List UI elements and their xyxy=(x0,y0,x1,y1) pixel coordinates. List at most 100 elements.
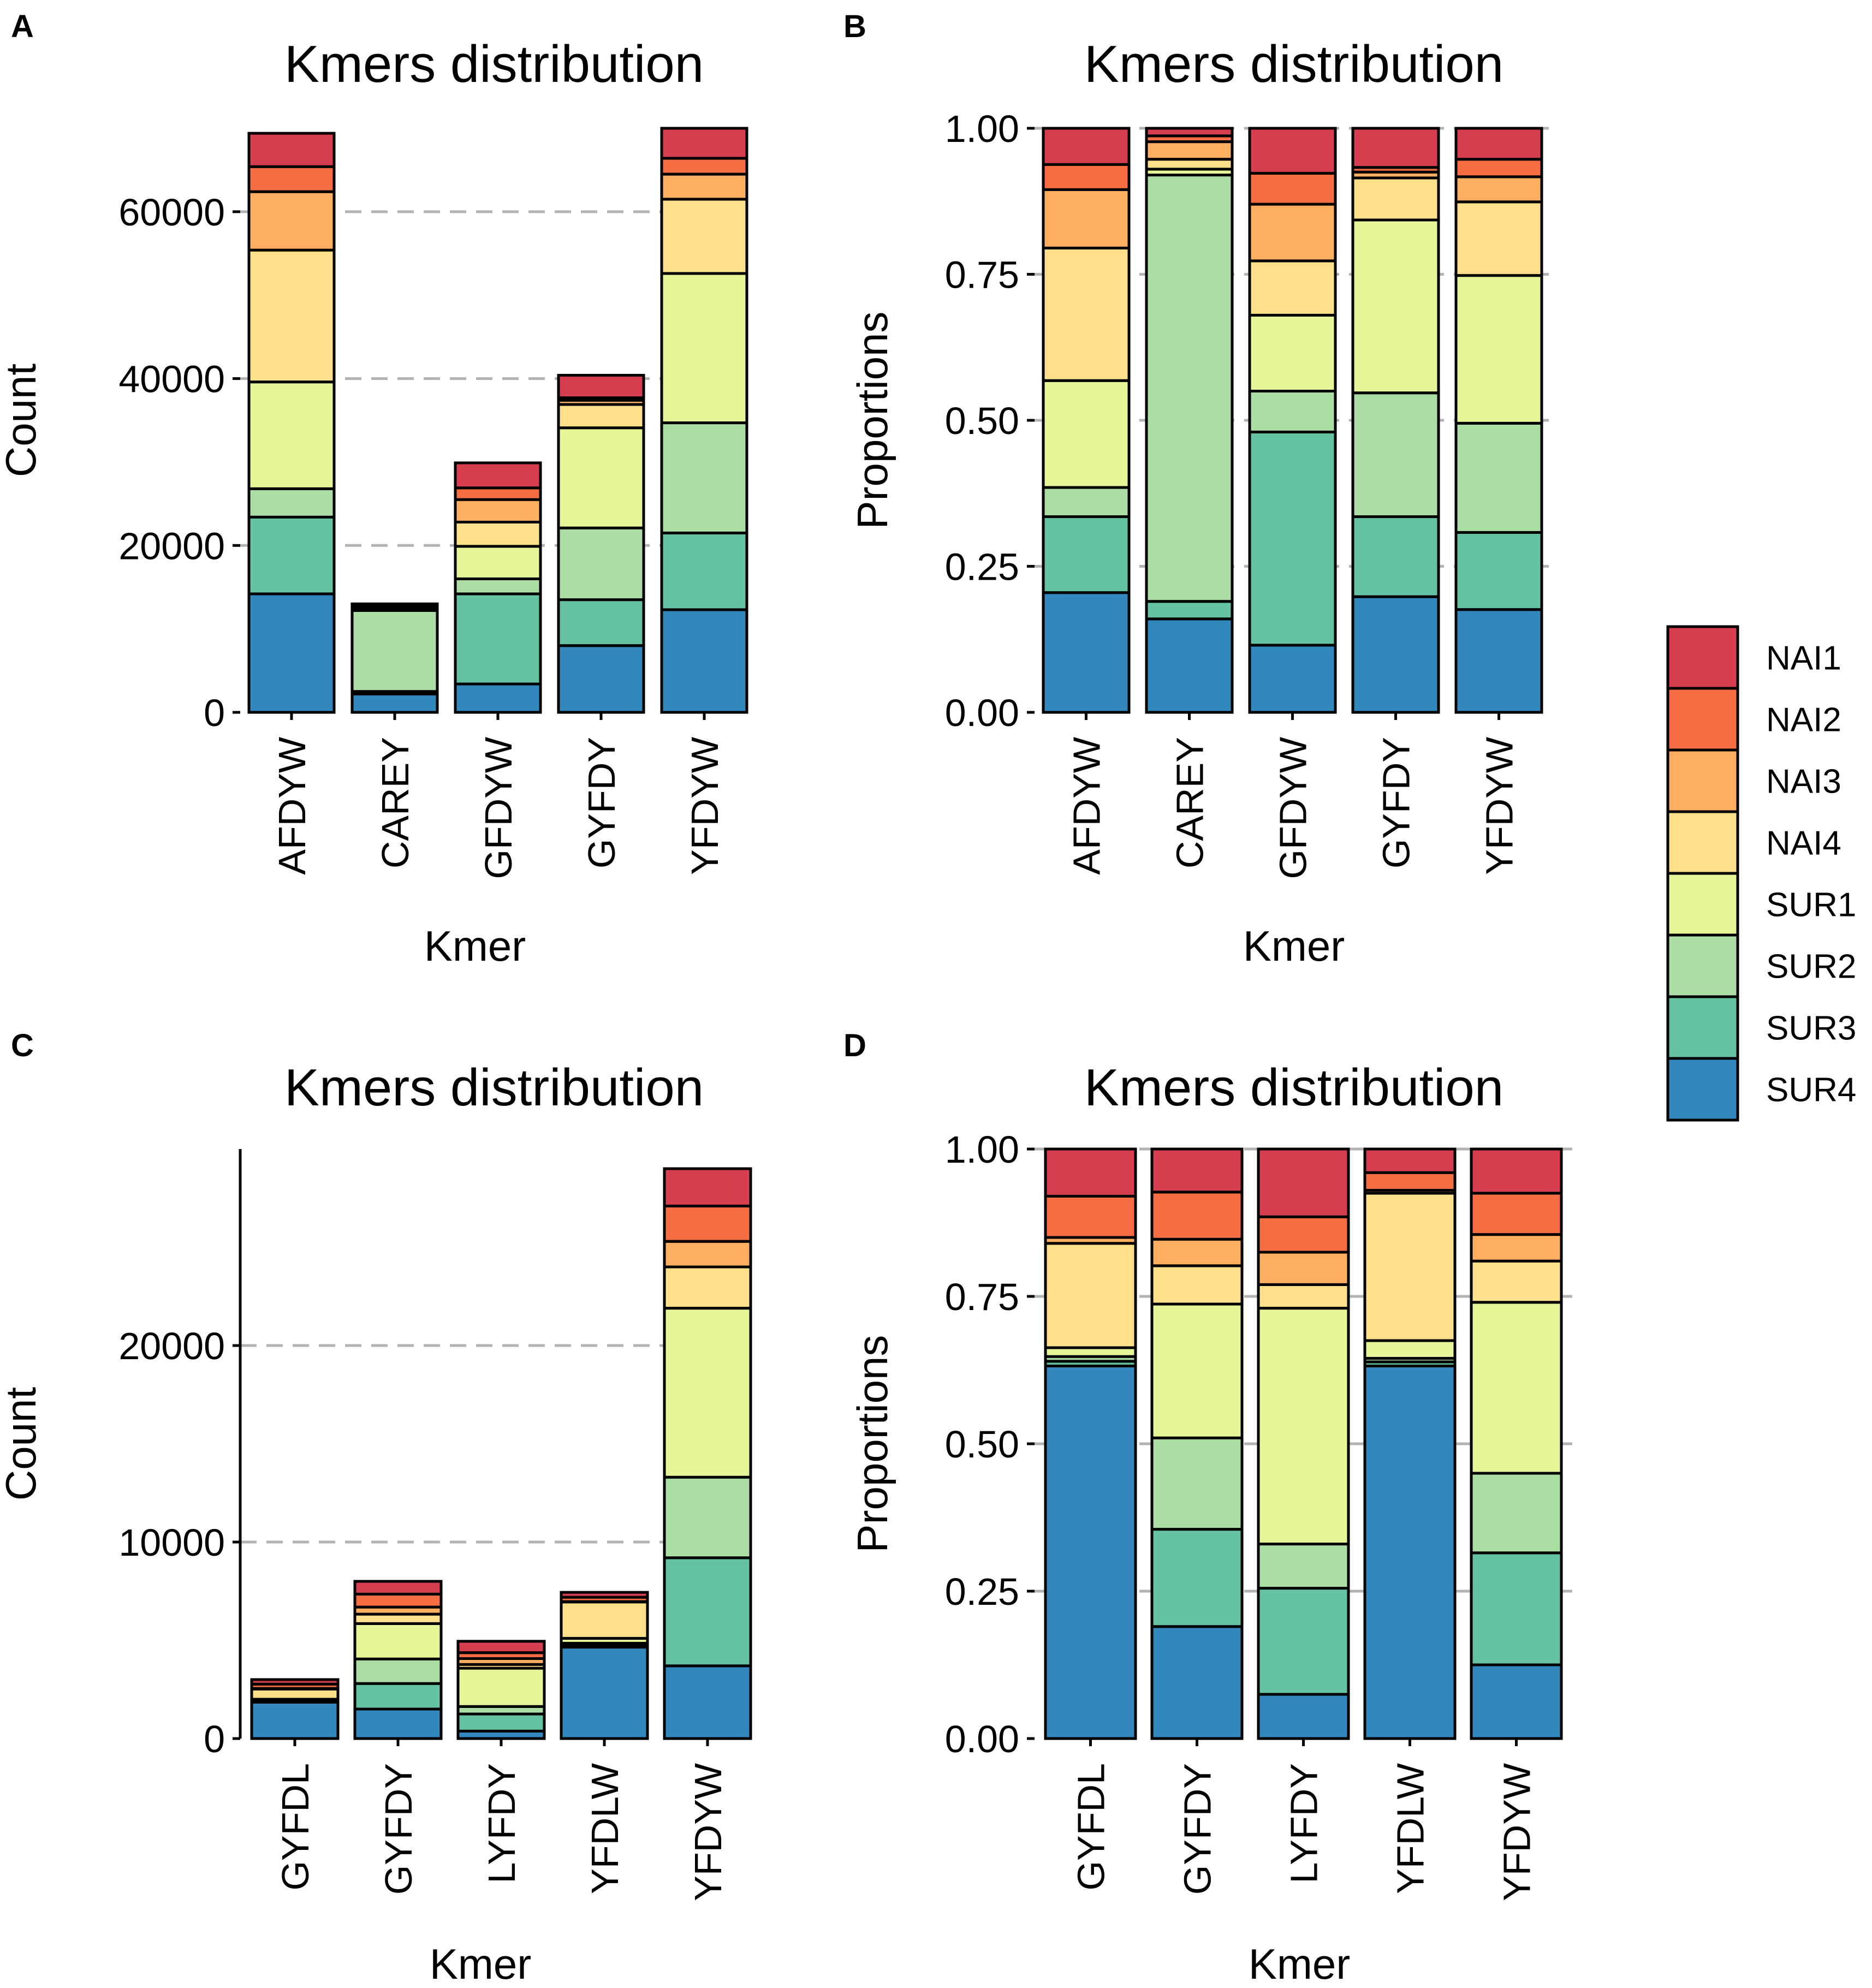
y-tick-label: 20000 xyxy=(118,525,225,567)
y-tick-label: 0.75 xyxy=(945,254,1019,296)
bar-segment-yfdyw-sur2 xyxy=(660,421,748,534)
bar-segment-gyfdy-sur3 xyxy=(353,1682,443,1711)
bar-segment-afdyw-sur1 xyxy=(1042,379,1131,489)
bar-segment-yfdyw-sur3 xyxy=(1454,531,1543,611)
bar-segment-gyfdy-nai2 xyxy=(353,1592,443,1609)
bar-segment-yfdyw-sur3 xyxy=(663,1556,752,1668)
y-tick-label: 0 xyxy=(204,1718,225,1760)
y-tick-label: 0.50 xyxy=(945,1423,1019,1466)
bar-segment-gfdyw-sur3 xyxy=(454,592,542,686)
bar-segment-carey-sur4 xyxy=(1145,617,1234,714)
x-axis-title: Kmer xyxy=(430,1940,531,1988)
x-tick-label: GYFDY xyxy=(580,737,623,868)
bar-segment-carey-nai3 xyxy=(1145,140,1234,161)
legend-key-nai3 xyxy=(1666,748,1739,813)
x-tick-label: GYFDL xyxy=(1070,1763,1113,1890)
bar-segment-yfdyw-nai4 xyxy=(663,1265,752,1310)
bar-segment-carey-nai1 xyxy=(1145,127,1234,138)
bar-segment-yfdyw-sur4 xyxy=(660,608,748,714)
bar-segment-yfdyw-sur4 xyxy=(663,1664,752,1740)
y-tick-label: 0.25 xyxy=(945,1570,1019,1613)
bar-segment-lyfdy-sur4 xyxy=(1257,1693,1350,1740)
chart-title: Kmers distribution xyxy=(1084,1058,1503,1117)
bar-segment-yfdyw-sur1 xyxy=(1470,1301,1563,1475)
bar-segment-afdyw-sur2 xyxy=(1042,486,1131,519)
bar-segment-yfdyw-nai4 xyxy=(1454,200,1543,277)
bar-segment-gfdyw-sur4 xyxy=(1248,644,1337,714)
x-tick-label: AFDYW xyxy=(1066,737,1108,875)
bar-segment-gyfdy-sur1 xyxy=(1351,218,1440,395)
x-tick-label: CAREY xyxy=(1169,737,1211,868)
panel-a: Kmers distribution 0 20000 40000 60000 AFDYW C… xyxy=(0,35,748,970)
y-tick-label: 10000 xyxy=(118,1521,225,1564)
panel-letter-c: C xyxy=(11,1028,34,1063)
bar-segment-gyfdy-sur3 xyxy=(1351,515,1440,598)
x-tick-label: GYFDY xyxy=(1375,737,1418,868)
bar-segment-yfdlw-nai4 xyxy=(1363,1192,1457,1342)
bar-segment-yfdyw-nai3 xyxy=(663,1240,752,1269)
y-tick-label: 40000 xyxy=(118,358,225,401)
bar-segment-yfdyw-nai2 xyxy=(660,157,748,176)
bar-segment-lyfdy-nai3 xyxy=(1257,1251,1350,1286)
bar-segment-yfdyw-sur1 xyxy=(660,272,748,425)
y-tick-label: 60000 xyxy=(118,191,225,234)
x-axis-title: Kmer xyxy=(1243,922,1345,970)
bar-segment-yfdyw-sur1 xyxy=(1454,274,1543,425)
bar-segment-yfdlw-sur1 xyxy=(1363,1339,1457,1360)
bar-segment-lyfdy-nai1 xyxy=(1257,1147,1350,1218)
bar-segment-yfdyw-nai2 xyxy=(1454,158,1543,178)
bar-segment-gyfdy-sur4 xyxy=(1351,595,1440,714)
bar-segment-afdyw-sur4 xyxy=(247,592,336,714)
x-tick-label: GYFDY xyxy=(377,1763,420,1895)
bar-segment-gyfdy-nai1 xyxy=(353,1580,443,1596)
x-tick-label: GYFDY xyxy=(1176,1763,1219,1895)
panel-letter-b: B xyxy=(843,9,866,44)
bar-segment-gfdyw-sur2 xyxy=(454,577,542,596)
bar-segment-gyfdy-sur4 xyxy=(557,644,645,714)
y-tick-label: 0.25 xyxy=(945,546,1019,588)
x-tick-label: CAREY xyxy=(374,737,417,868)
legend-label-sur3: SUR3 xyxy=(1766,1010,1856,1047)
panel-letter-d: D xyxy=(843,1028,866,1063)
panel-b: Kmers distribution 0.00 0.25 0.50 0.75 1.00 AF… xyxy=(848,35,1559,970)
panel-d: Kmers distribution 0.00 0.25 0.50 0.75 1.00 GY… xyxy=(848,1058,1572,1988)
bar-segment-yfdyw-sur2 xyxy=(1470,1472,1563,1555)
y-tick-label: 20000 xyxy=(118,1325,225,1367)
bar-segment-yfdyw-sur2 xyxy=(1454,421,1543,534)
bar-segment-yfdyw-sur3 xyxy=(660,531,748,611)
bar-segment-gfdyw-nai1 xyxy=(454,461,542,490)
legend-label-nai3: NAI3 xyxy=(1766,763,1841,801)
bar-segment-afdyw-sur4 xyxy=(1042,591,1131,714)
chart-title: Kmers distribution xyxy=(284,35,704,93)
legend-label-sur1: SUR1 xyxy=(1766,886,1856,924)
bar-segment-gyfdy-nai4 xyxy=(1351,176,1440,222)
bar-segment-gyfdy-nai4 xyxy=(1150,1264,1244,1306)
bar-segment-gfdyw-nai3 xyxy=(1248,203,1337,263)
legend-label-nai1: NAI1 xyxy=(1766,640,1841,677)
x-tick-label: GFDYW xyxy=(477,737,520,879)
bar-segment-carey-sur3 xyxy=(1145,600,1234,621)
bar-segment-gyfdy-sur1 xyxy=(353,1622,443,1660)
x-axis-title: Kmer xyxy=(1249,1940,1350,1988)
bar-segment-gfdyw-sur1 xyxy=(454,545,542,580)
bar-segment-gyfdy-sur3 xyxy=(557,598,645,647)
bar-segment-yfdyw-nai3 xyxy=(1470,1233,1563,1263)
bar-segment-yfdyw-nai3 xyxy=(660,172,748,201)
bar-segment-gyfdl-nai1 xyxy=(250,1678,340,1686)
legend-key-sur3 xyxy=(1666,995,1739,1060)
bar-segment-yfdyw-sur4 xyxy=(1454,608,1543,714)
bar-segment-afdyw-nai3 xyxy=(247,190,336,252)
bar-segment-yfdlw-sur4 xyxy=(1363,1364,1457,1740)
bar-segment-lyfdy-sur3 xyxy=(456,1712,546,1733)
bar-segment-afdyw-nai2 xyxy=(1042,163,1131,191)
bar-segment-yfdyw-nai4 xyxy=(1470,1259,1563,1304)
bar-segment-gyfdy-sur4 xyxy=(353,1707,443,1740)
bar-segment-lyfdy-nai1 xyxy=(456,1640,546,1654)
bar-segment-afdyw-nai1 xyxy=(1042,127,1131,166)
bar-segment-gfdyw-sur1 xyxy=(1248,313,1337,393)
bar-segment-carey-sur2 xyxy=(350,609,439,693)
y-tick-label: 0.50 xyxy=(945,400,1019,442)
x-tick-label: LYFDY xyxy=(480,1763,523,1883)
bar-segment-lyfdy-sur1 xyxy=(1257,1307,1350,1546)
bar-segment-gyfdl-nai1 xyxy=(1044,1147,1137,1198)
